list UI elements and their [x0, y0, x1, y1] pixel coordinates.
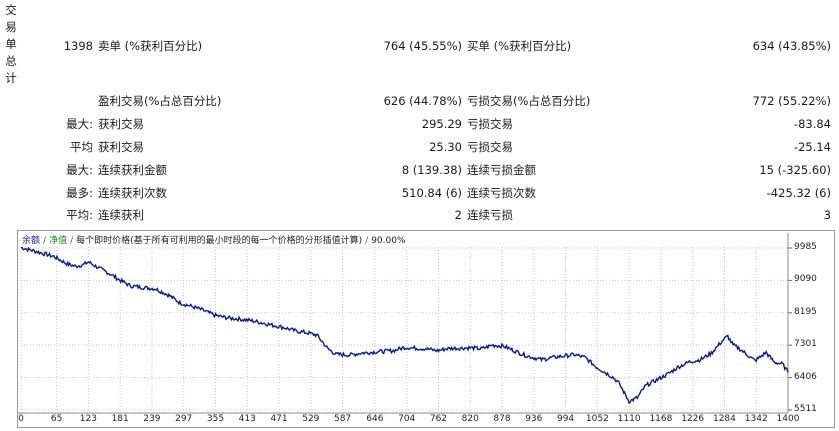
stat-row-right-value: -83.84 — [793, 117, 831, 131]
chart-legend: 余额 / 净值 / 每个即时价格(基于所有可利用的最小时段的每一个价格的分形插值计算) /… — [22, 236, 406, 246]
x-tick-label: 762 — [429, 414, 448, 424]
x-tick-label: 936 — [525, 414, 543, 424]
loss-trades-label: 亏损交易(%占总百分比) — [467, 94, 591, 108]
balance-series-line — [21, 246, 789, 405]
x-tick-label: 878 — [493, 414, 511, 424]
chart-grid — [20, 247, 789, 411]
legend-equity: 净值 — [49, 236, 68, 246]
long-trades-label: 买单 (%获利百分比) — [467, 39, 572, 53]
balance-line-plot — [18, 233, 792, 414]
stat-row-left-label: 连续获利金额 — [98, 163, 167, 177]
stat-row-right-value: 3 — [823, 208, 831, 222]
stat-row-left-value: 25.30 — [429, 140, 462, 154]
x-tick-label: 1226 — [681, 414, 705, 424]
x-tick-label: 994 — [556, 414, 575, 424]
side-label-char: 总 — [5, 54, 17, 68]
stat-row-prefix: 最大: — [66, 163, 93, 177]
profit-trades-label: 盈利交易(%占总百分比) — [98, 94, 222, 108]
x-tick-label: 355 — [206, 414, 225, 424]
legend-description: 每个即时价格(基于所有可利用的最小时段的每一个价格的分形插值计算) — [76, 236, 363, 246]
x-tick-label: 587 — [333, 414, 352, 424]
x-tick-label: 646 — [366, 414, 384, 424]
stat-row-prefix: 最多: — [66, 186, 93, 200]
x-tick-label: 471 — [270, 414, 288, 424]
y-tick-label: 9985 — [794, 242, 817, 252]
x-tick-label: 65 — [50, 414, 63, 424]
x-tick-label: 181 — [111, 414, 129, 424]
stat-row-left-label: 获利交易 — [98, 117, 144, 131]
stat-row-right-value: 15 (-325.60) — [759, 163, 831, 177]
x-tick-label: 704 — [398, 414, 416, 424]
balance-chart: 余额 / 净值 / 每个即时价格(基于所有可利用的最小时段的每一个价格的分形插值计算) /… — [17, 230, 835, 428]
y-tick-label: 8195 — [794, 306, 817, 317]
stat-row-left-value: 2 — [454, 208, 462, 222]
legend-quality: 90.00% — [371, 236, 406, 246]
stat-row-right-value: -425.32 (6) — [766, 186, 831, 200]
profit-trades-value: 626 (44.78%) — [383, 94, 462, 108]
stat-row-prefix: 平均: — [66, 208, 93, 222]
x-tick-label: 1110 — [617, 414, 641, 424]
stat-row-right-label: 亏损交易 — [467, 117, 513, 131]
side-label-char: 交 — [5, 3, 17, 17]
stat-row-right-label: 亏损交易 — [467, 140, 513, 154]
stat-row-right-label: 连续亏损次数 — [467, 186, 536, 200]
side-label-char: 单 — [5, 37, 17, 51]
x-tick-label: 239 — [143, 414, 161, 424]
stat-row-right-label: 连续亏损金额 — [467, 163, 536, 177]
stat-row-left-value: 8 (139.38) — [401, 163, 462, 177]
short-trades-label: 卖单 (%获利百分比) — [98, 39, 203, 53]
stat-row-right-value: -25.14 — [793, 140, 831, 154]
x-tick-label: 0 — [18, 414, 24, 424]
stat-row-left-label: 连续获利 — [98, 208, 144, 222]
x-tick-label: 1342 — [744, 414, 768, 424]
x-tick-label: 297 — [175, 414, 193, 424]
stat-row-left-value: 295.29 — [421, 117, 462, 131]
x-tick-label: 1400 — [776, 414, 800, 424]
loss-trades-value: 772 (55.22%) — [752, 94, 831, 108]
total-trades-value: 1398 — [63, 39, 93, 53]
x-tick-label: 529 — [302, 414, 320, 424]
side-label-char: 易 — [5, 20, 17, 34]
x-tick-label: 820 — [461, 414, 479, 424]
x-tick-label: 123 — [79, 414, 97, 424]
x-tick-label: 1284 — [712, 414, 736, 424]
stat-row-left-label: 连续获利次数 — [98, 186, 167, 200]
x-tick-label: 413 — [238, 414, 256, 424]
long-trades-value: 634 (43.85%) — [752, 39, 831, 53]
y-tick-label: 5511 — [794, 404, 817, 414]
x-tick-label: 1052 — [585, 414, 609, 424]
x-tick-label: 1168 — [649, 414, 673, 424]
side-label: 交 易 单 总 计 — [4, 2, 18, 87]
side-label-char: 计 — [5, 71, 17, 85]
stat-row-left-value: 510.84 (6) — [401, 186, 462, 200]
stat-row-prefix: 最大: — [66, 117, 93, 131]
stat-row-prefix: 平均 — [70, 140, 93, 154]
trade-statistics: 1398 卖单 (%获利百分比) 764 (45.55%) 买单 (%获利百分比… — [63, 39, 831, 222]
y-tick-label: 9090 — [794, 274, 817, 285]
stat-row-right-label: 连续亏损 — [467, 208, 513, 222]
legend-balance: 余额 — [22, 236, 41, 246]
short-trades-value: 764 (45.55%) — [383, 39, 462, 53]
y-tick-label: 6406 — [794, 371, 817, 382]
y-tick-label: 7301 — [794, 339, 817, 350]
stat-row-left-label: 获利交易 — [98, 140, 144, 154]
